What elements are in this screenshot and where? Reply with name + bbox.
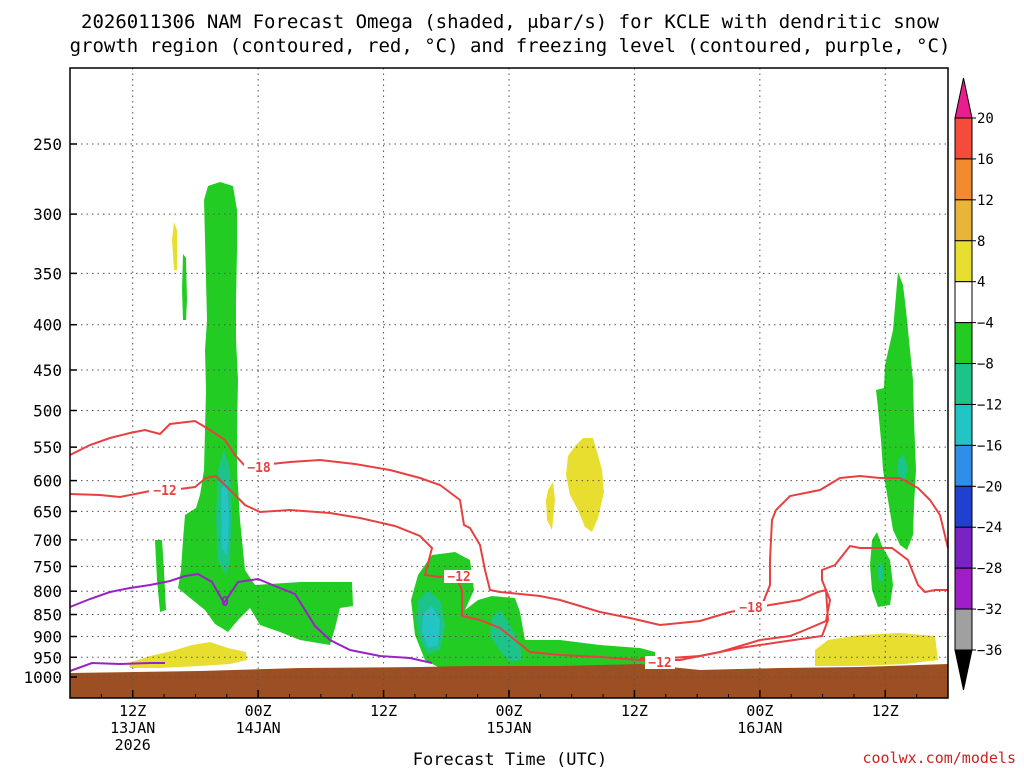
contour-label-dgz-bottom-right: −12 xyxy=(648,656,671,671)
x-tick-label: 16JAN xyxy=(737,719,782,737)
omega-core-right-small xyxy=(877,562,884,582)
contour-label-dgz-top-right: −18 xyxy=(739,601,763,616)
contour-dgz-left-upper-bend xyxy=(217,477,233,493)
contour-label-freezing-level: 0 xyxy=(221,595,229,610)
colorbar-label: 4 xyxy=(977,275,985,291)
colorbar-bin xyxy=(954,608,973,651)
colorbar-bin xyxy=(954,649,973,691)
colorbar-label: 16 xyxy=(977,152,994,168)
colorbar-bin xyxy=(954,77,973,119)
colorbar-label: −20 xyxy=(977,479,1002,495)
y-tick-label: 1000 xyxy=(23,668,62,687)
x-tick-label: 12Z xyxy=(872,702,899,720)
contour-labels: −18 −12 −12 −18 −12 0 xyxy=(149,461,767,671)
omega-positive-region-high xyxy=(172,222,177,270)
colorbar-label: −28 xyxy=(977,561,1002,577)
x-tick-label: 13JAN xyxy=(110,719,155,737)
colorbar-label: −12 xyxy=(977,397,1002,413)
colorbar-bin xyxy=(954,281,973,324)
contour-label-dgz-top: −18 xyxy=(247,461,271,476)
x-axis-label: Forecast Time (UTC) xyxy=(413,750,607,768)
contour-freezing-level xyxy=(69,572,433,664)
colorbar-label: −4 xyxy=(977,316,994,332)
x-tick-label: 00Z xyxy=(495,702,522,720)
gridlines xyxy=(70,68,948,698)
omega-core-right-column xyxy=(898,454,908,480)
colorbar-bin xyxy=(954,158,973,201)
x-tick-label: 00Z xyxy=(245,702,272,720)
colorbar-label: −32 xyxy=(977,602,1002,618)
y-tick-label: 900 xyxy=(33,627,62,646)
contours xyxy=(69,419,949,672)
colorbar-bin xyxy=(954,526,973,569)
colorbar-bin xyxy=(954,117,973,160)
contour-freezing-level-surface xyxy=(69,661,165,672)
contour-label-dgz-bottom-mid: −12 xyxy=(447,570,470,585)
y-tick-label: 350 xyxy=(33,264,62,283)
x-tick-label: 12Z xyxy=(370,702,397,720)
colorbar-bin xyxy=(954,485,973,528)
chart-title-line2: growth region (contoured, red, °C) and f… xyxy=(70,35,951,57)
x-tick-label: 00Z xyxy=(746,702,773,720)
colorbar-bin xyxy=(954,240,973,283)
omega-core-main-column-inner xyxy=(221,480,229,555)
contour-dgz-top xyxy=(69,419,830,659)
colorbar-label: 12 xyxy=(977,193,994,209)
x-tick-label: 14JAN xyxy=(236,719,281,737)
omega-core-lower-left-inner xyxy=(422,606,440,648)
colorbar-bin xyxy=(954,403,973,446)
colorbar-label: −24 xyxy=(977,520,1002,536)
y-tick-label: 550 xyxy=(33,438,62,457)
colorbar-label: 8 xyxy=(977,234,985,250)
colorbar-bin xyxy=(954,444,973,487)
x-tick-label: 12Z xyxy=(621,702,648,720)
colorbar-bin xyxy=(954,322,973,365)
colorbar-bin xyxy=(954,363,973,405)
colorbar-label: −16 xyxy=(977,438,1002,454)
colorbar-label: −8 xyxy=(977,357,994,373)
omega-positive-region-midlevel xyxy=(566,438,604,532)
omega-positive-region-small xyxy=(546,482,555,530)
y-tick-label: 300 xyxy=(33,205,62,224)
x-tick-label: 12Z xyxy=(119,702,146,720)
x-tick-label: 15JAN xyxy=(486,719,531,737)
credit-text: coolwx.com/models xyxy=(862,749,1016,767)
y-tick-label: 750 xyxy=(33,557,62,576)
y-tick-label: 600 xyxy=(33,472,62,491)
contour-label-dgz-bottom-left: −12 xyxy=(153,484,176,499)
y-tick-label: 700 xyxy=(33,531,62,550)
y-tick-label: 650 xyxy=(33,502,62,521)
x-tick-label: 2026 xyxy=(115,736,151,754)
omega-negative-region-thin-upper xyxy=(182,254,187,320)
chart-title-line1: 2026011306 NAM Forecast Omega (shaded, μ… xyxy=(81,11,939,33)
y-tick-label: 450 xyxy=(33,361,62,380)
y-tick-label: 850 xyxy=(33,606,62,625)
colorbar-label: −36 xyxy=(977,643,1002,659)
colorbar-bin xyxy=(954,567,973,610)
y-tick-label: 250 xyxy=(33,135,62,154)
colorbar-label: 20 xyxy=(977,111,994,127)
y-tick-label: 800 xyxy=(33,582,62,601)
y-tick-label: 950 xyxy=(33,648,62,667)
contour-dgz-right-loop xyxy=(759,474,949,611)
y-axis: 250 300 350 400 450 500 550 600 650 700 750 800 850 9… xyxy=(23,135,77,687)
colorbar-bin xyxy=(954,199,973,242)
omega-positive-region-left-surface xyxy=(128,642,247,668)
omega-negative-region-left-streak xyxy=(155,540,166,612)
colorbar: 20 16 12 8 4 −4 −8 −12 −16 −20 −24 −28 −32 −36 xyxy=(954,77,1002,691)
y-tick-label: 400 xyxy=(33,316,62,335)
ground-surface xyxy=(70,664,948,698)
y-tick-label: 500 xyxy=(33,402,62,421)
